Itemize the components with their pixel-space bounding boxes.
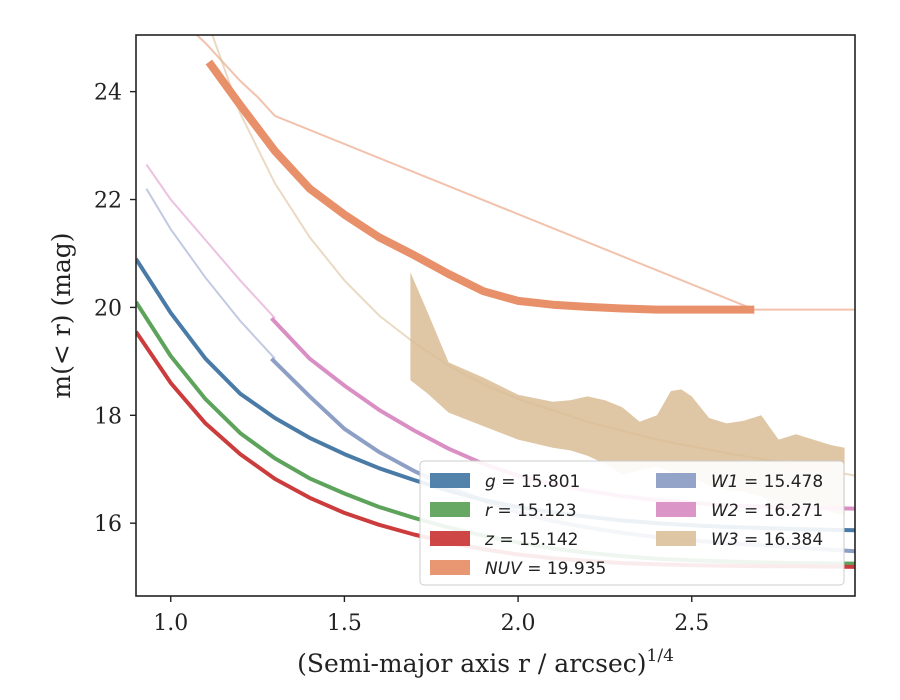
legend-swatch-w3 xyxy=(656,531,696,546)
y-tick-label: 24 xyxy=(94,81,122,106)
x-tick-label: 2.0 xyxy=(501,611,536,636)
series-band-w3 xyxy=(410,272,845,516)
x-tick-label: 1.5 xyxy=(327,611,362,636)
y-tick-label: 22 xyxy=(94,189,122,214)
x-tick-label: 1.0 xyxy=(153,611,188,636)
x-axis-label-exponent: 1/4 xyxy=(647,646,674,666)
legend-label-g: g = 15.801 xyxy=(485,472,580,492)
legend-label-r: r = 15.123 xyxy=(485,501,577,521)
x-axis: 1.0 1.5 2.0 2.5 xyxy=(153,596,709,636)
y-tick-label: 20 xyxy=(94,296,122,321)
y-axis: 16 18 20 22 24 xyxy=(94,81,136,537)
legend-label-w2: W2 = 16.271 xyxy=(711,501,823,521)
legend-swatch-z xyxy=(430,531,470,546)
legend-swatch-g xyxy=(430,473,470,488)
extrapolation-line-w2 xyxy=(145,163,276,319)
legend: g = 15.801 r = 15.123 z = 15.142 NUV = 19.9… xyxy=(419,460,845,586)
legend-swatch-nuv xyxy=(430,560,470,575)
extrapolation-line-w1 xyxy=(145,188,276,360)
legend-box xyxy=(419,460,845,586)
x-axis-label-text: (Semi-major axis r / arcsec) xyxy=(297,649,646,678)
legend-swatch-w2 xyxy=(656,502,696,517)
series-line-nuv xyxy=(205,59,755,314)
y-tick-label: 18 xyxy=(94,404,122,429)
x-tick-label: 2.5 xyxy=(674,611,709,636)
x-axis-label: (Semi-major axis r / arcsec)1/4 xyxy=(297,646,674,678)
legend-swatch-r xyxy=(430,502,470,517)
y-axis-label: m(< r) (mag) xyxy=(47,232,76,398)
extrapolation-line-nuv xyxy=(195,35,855,311)
plot-frame xyxy=(135,34,856,597)
legend-label-w3: W3 = 16.384 xyxy=(711,530,823,550)
legend-label-nuv: NUV = 19.935 xyxy=(485,559,606,579)
legend-swatch-w1 xyxy=(656,473,696,488)
legend-label-z: z = 15.142 xyxy=(484,530,578,550)
legend-label-w1: W1 = 15.478 xyxy=(711,472,823,492)
y-tick-label: 16 xyxy=(94,512,122,537)
